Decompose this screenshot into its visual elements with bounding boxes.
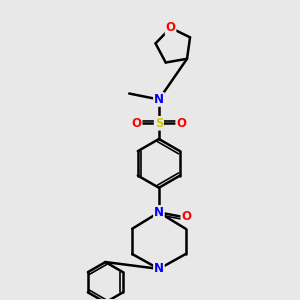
Text: N: N [154, 262, 164, 275]
Text: O: O [132, 117, 142, 130]
Text: O: O [176, 117, 186, 130]
Text: S: S [155, 117, 163, 130]
Text: O: O [181, 210, 191, 224]
Text: N: N [154, 206, 164, 219]
Text: N: N [154, 93, 164, 106]
Text: O: O [166, 21, 176, 34]
